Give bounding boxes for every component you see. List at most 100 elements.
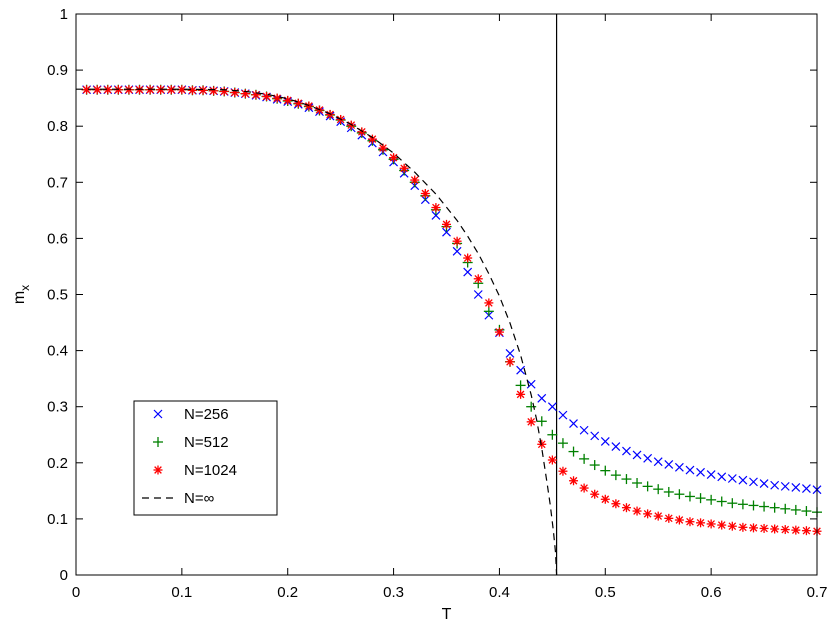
data-point: [442, 227, 451, 237]
plot-area: [76, 14, 822, 576]
data-point: [738, 475, 748, 485]
data-point: [748, 500, 759, 511]
y-axis-label-subscript: x: [18, 285, 32, 291]
data-point: [674, 489, 685, 500]
data-point: [749, 477, 758, 487]
data-point: [537, 439, 547, 449]
data-point: [717, 520, 727, 530]
series-4: [76, 88, 558, 576]
y-tick-label: 0: [60, 567, 68, 584]
data-point: [801, 526, 811, 536]
data-point: [696, 467, 705, 477]
data-point: [632, 450, 642, 460]
data-point: [716, 496, 727, 507]
data-point: [611, 499, 621, 509]
data-point: [695, 493, 706, 504]
x-tick-label: 0.4: [489, 584, 510, 601]
data-point: [791, 525, 801, 535]
series-line-limit: [76, 88, 558, 576]
x-tick-label: 0.6: [701, 584, 722, 601]
data-point: [590, 431, 600, 441]
data-point: [727, 498, 738, 509]
data-point: [684, 491, 695, 502]
data-point: [547, 455, 557, 465]
data-point: [505, 348, 515, 358]
data-point: [727, 474, 737, 483]
data-point: [685, 517, 695, 527]
data-point: [262, 91, 272, 101]
x-tick-label: 0.5: [595, 584, 616, 601]
data-point: [769, 502, 780, 513]
data-point: [547, 402, 557, 412]
data-point: [780, 481, 790, 491]
data-point: [569, 419, 578, 428]
axis-ticks: 0 0.1 0.2 0.3 0.4 0.5 0.6 0.7 0 0.1 0.2 0.3 0.4 0.5 0.…: [47, 6, 827, 601]
data-point: [547, 429, 558, 440]
data-point: [600, 465, 611, 476]
data-point: [610, 470, 621, 481]
data-point: [569, 476, 579, 486]
y-axis-label-main: m: [11, 291, 28, 304]
data-point: [420, 189, 430, 199]
data-point: [653, 484, 664, 495]
data-point: [674, 462, 684, 472]
data-point: [103, 85, 113, 95]
legend-label: N=∞: [184, 490, 215, 507]
data-point: [664, 460, 674, 469]
legend-swatch: [153, 465, 163, 475]
x-tick-label: 0.2: [277, 584, 298, 601]
data-point: [653, 511, 663, 521]
data-point: [801, 506, 812, 517]
data-point: [209, 86, 219, 96]
data-point: [643, 453, 653, 463]
data-point: [367, 134, 377, 144]
data-point: [166, 85, 176, 95]
data-point: [759, 523, 769, 533]
legend-label: N=512: [184, 434, 229, 451]
data-point: [696, 518, 706, 528]
data-point: [516, 389, 526, 399]
data-point: [558, 466, 568, 476]
legend-label: N=256: [184, 406, 229, 423]
legend-box: [133, 400, 278, 516]
data-point: [537, 393, 547, 403]
data-point: [801, 484, 811, 494]
data-point: [452, 246, 462, 256]
data-point: [674, 515, 684, 525]
x-axis-label: T: [442, 606, 452, 623]
y-axis-label: mx: [11, 285, 32, 304]
data-point: [198, 85, 208, 95]
data-point: [378, 143, 388, 153]
data-point: [727, 521, 737, 531]
data-point: [664, 513, 674, 523]
x-tick-label: 0: [72, 584, 80, 601]
data-point: [526, 379, 536, 389]
data-point: [568, 446, 579, 457]
data-point: [600, 494, 610, 504]
data-point: [770, 480, 780, 490]
x-tick-label: 0.7: [807, 584, 828, 601]
y-tick-label: 0.6: [47, 230, 68, 247]
data-point: [685, 465, 695, 475]
data-point: [283, 95, 293, 105]
y-tick-label: 0.9: [47, 62, 68, 79]
data-point: [632, 506, 642, 516]
data-point: [558, 410, 568, 420]
data-point: [442, 219, 451, 229]
data-point: [230, 88, 240, 98]
data-point: [579, 453, 590, 464]
data-point: [706, 494, 717, 505]
data-point: [738, 522, 748, 532]
data-point: [463, 267, 473, 277]
data-point: [463, 253, 473, 263]
data-point: [790, 504, 801, 515]
data-point: [717, 472, 727, 482]
data-point: [642, 481, 653, 492]
data-point: [187, 85, 197, 95]
data-point: [219, 86, 229, 96]
data-point: [399, 163, 409, 173]
data-point: [611, 442, 621, 451]
legend: N=256 N=512 N=1024 N=∞: [133, 400, 278, 516]
data-point: [780, 525, 790, 535]
data-point: [653, 457, 663, 467]
